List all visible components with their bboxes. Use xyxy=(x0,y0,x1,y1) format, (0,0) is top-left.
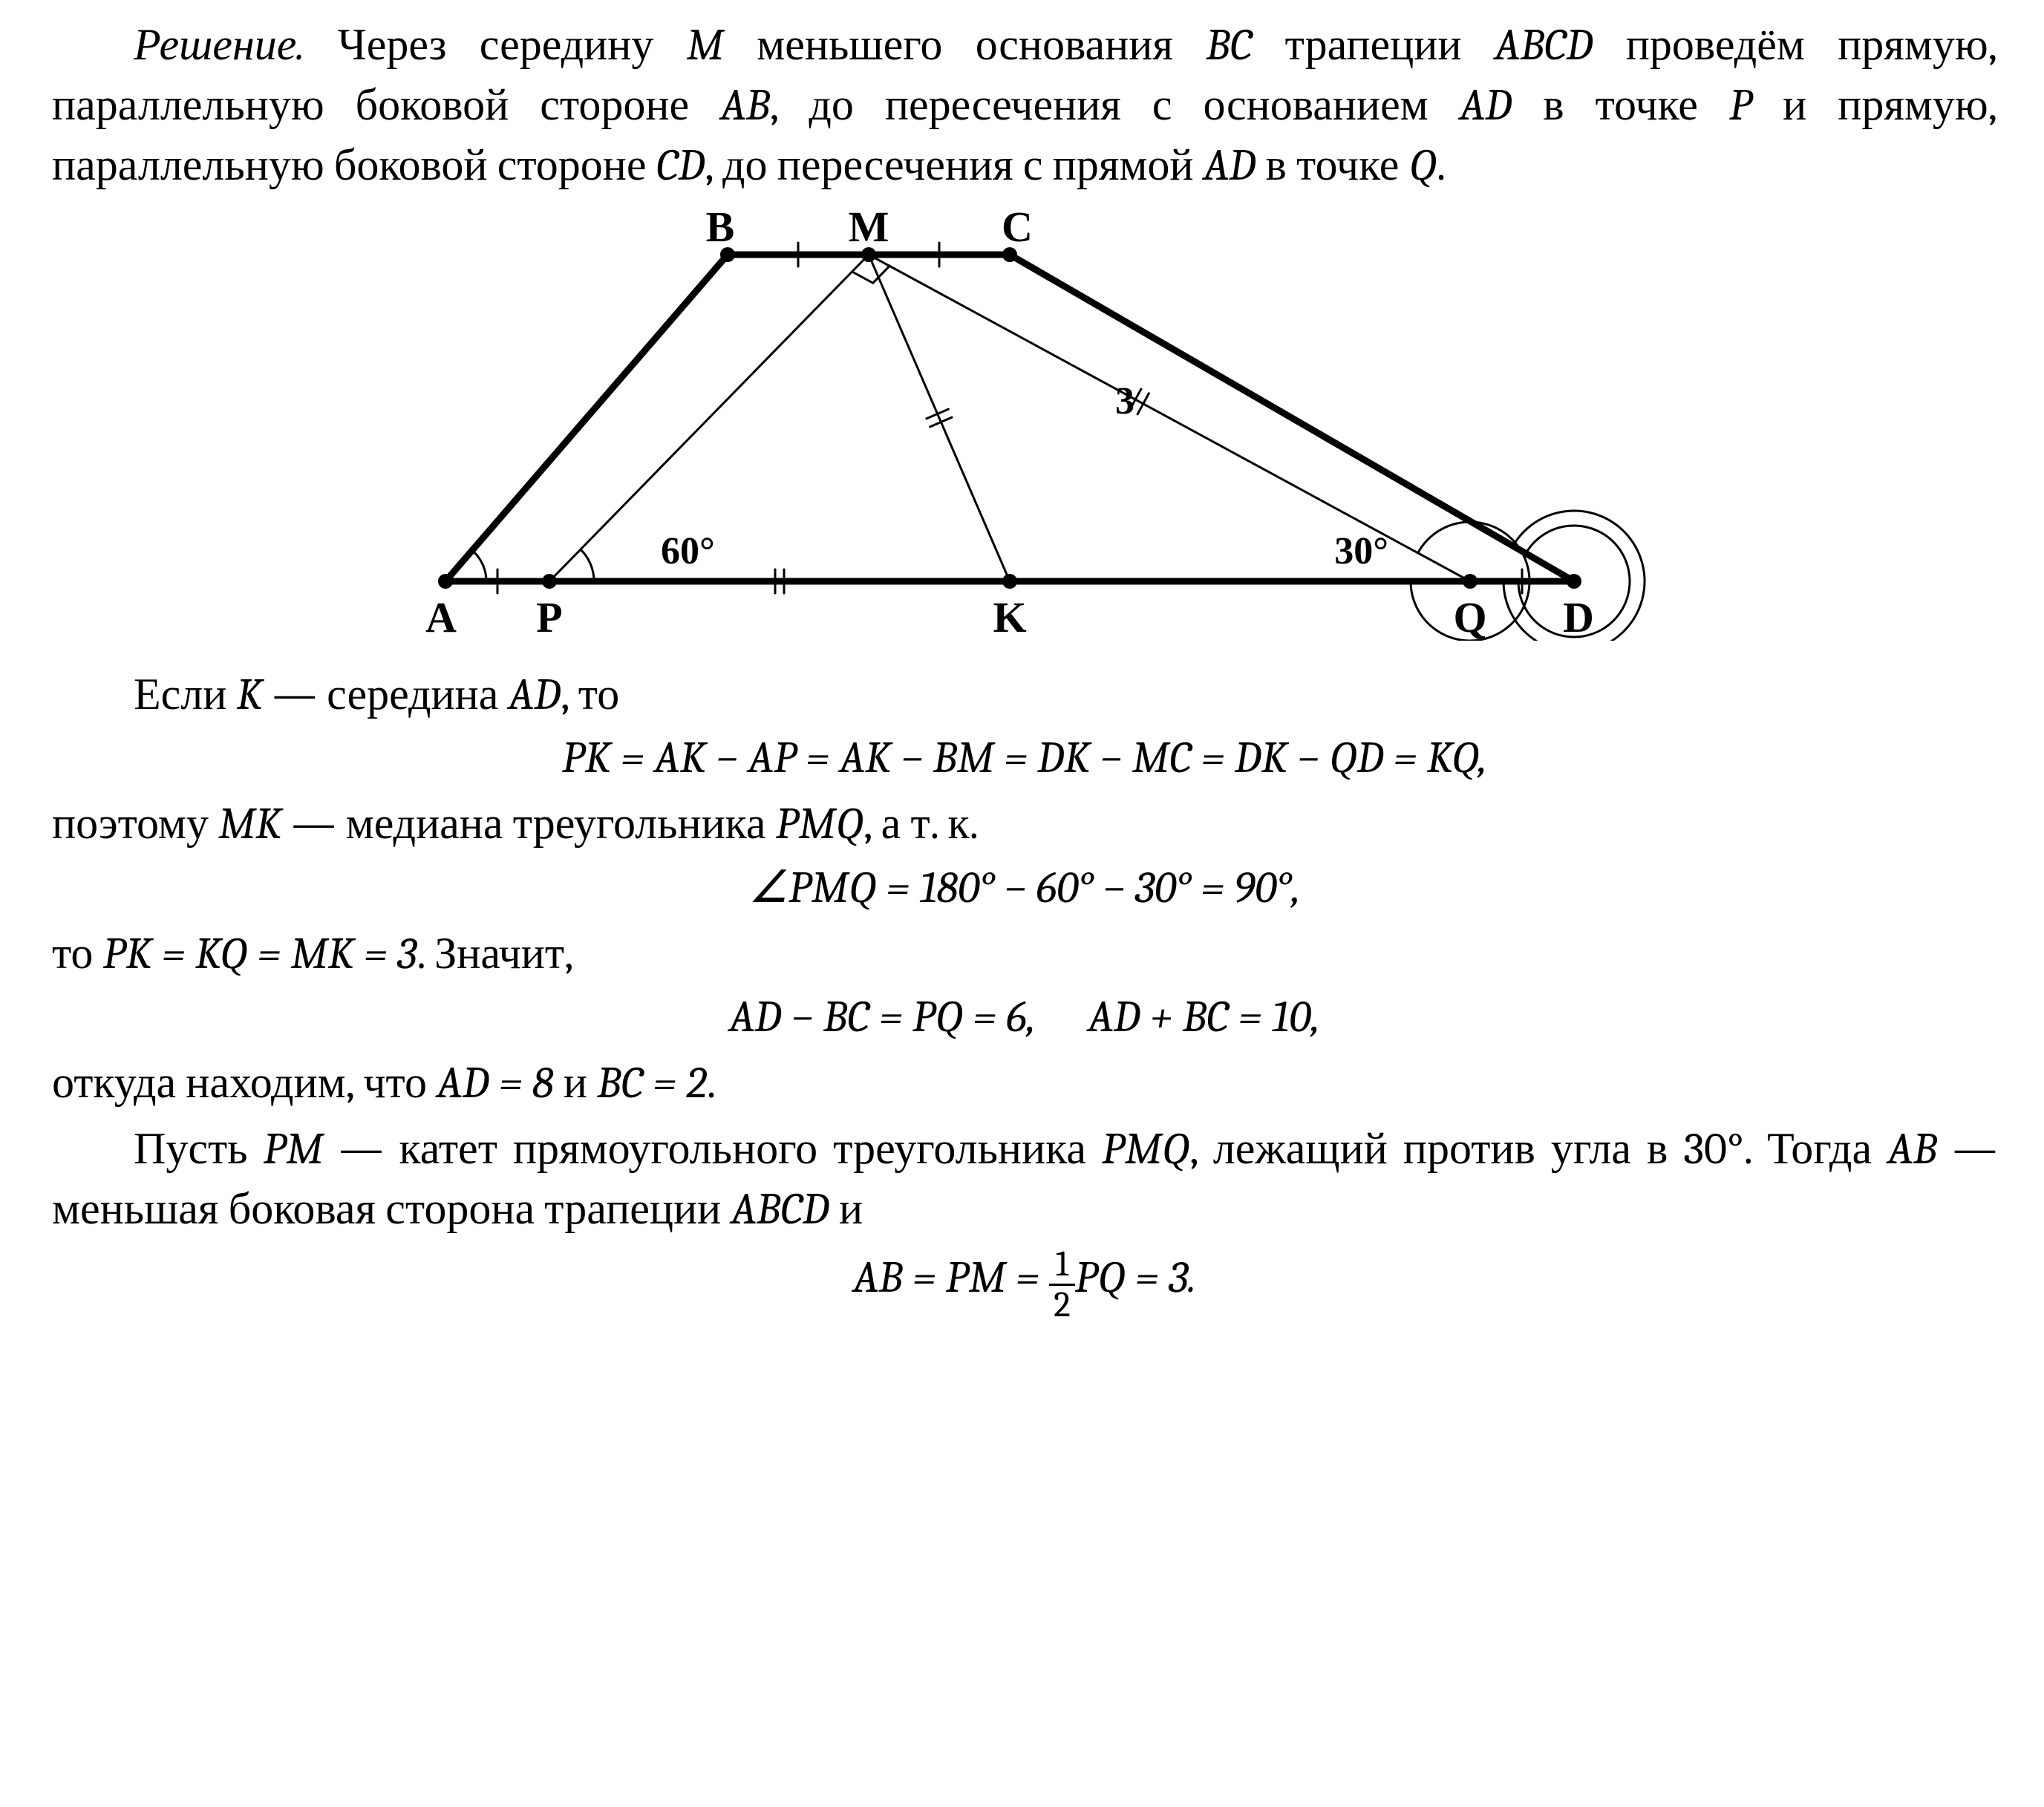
figure-trapezoid: B M C A P K Q D 60° 30° 3 xyxy=(52,210,1997,644)
eq-inline: BC = 2 xyxy=(597,1057,707,1108)
svg-text:P: P xyxy=(536,593,562,641)
trapezoid-diagram: B M C A P K Q D 60° 30° 3 xyxy=(356,210,1693,641)
sym-K: K xyxy=(237,669,263,720)
sym-M: M xyxy=(687,19,724,71)
svg-text:30°: 30° xyxy=(1334,530,1388,572)
t: — медиана треугольника xyxy=(281,798,775,849)
sym-Q: Q xyxy=(1409,140,1437,191)
sym-AD2: AD xyxy=(1204,140,1256,191)
fraction-half: 12 xyxy=(1049,1246,1075,1323)
sym-P: P xyxy=(1729,79,1751,131)
t: , то xyxy=(561,669,619,720)
t: , до пересечения с прямой xyxy=(705,140,1203,191)
t: . xyxy=(707,1057,716,1108)
eq: ∠PMQ = 180° − 60° − 30° = 90°, xyxy=(748,862,1300,913)
svg-text:C: C xyxy=(1002,210,1033,251)
t: , лежащий против угла в 30°. Тогда xyxy=(1189,1123,1887,1174)
sym-PM: PM xyxy=(264,1123,324,1174)
sym-PMQ: PMQ xyxy=(776,798,863,849)
t: — катет прямоугольного треугольника xyxy=(323,1123,1102,1174)
sym-BC: BC xyxy=(1206,19,1252,71)
svg-text:K: K xyxy=(993,593,1026,641)
sym-ABCD: ABCD xyxy=(731,1183,829,1235)
paragraph-1: Решение. Через середину M меньшего основ… xyxy=(52,15,1997,195)
sym-ABCD: ABCD xyxy=(1495,19,1593,71)
page-content: Решение. Через середину M меньшего основ… xyxy=(52,15,1997,1333)
eq-inline: AD = 8 xyxy=(437,1057,554,1108)
paragraph-5: откуда находим, что AD = 8 и BC = 2. xyxy=(52,1053,1997,1113)
eq-rhs: PQ = 3. xyxy=(1075,1252,1196,1303)
paragraph-6: Пусть PM — катет прямоугольного треуголь… xyxy=(52,1119,1997,1239)
svg-text:D: D xyxy=(1563,593,1594,641)
t: трапеции xyxy=(1252,19,1495,71)
eq-left: AD − BC = PQ = 6, xyxy=(729,991,1036,1042)
t: . xyxy=(1437,140,1446,191)
eq: PK = AK − AP = AK − BM = DK − MC = DK − … xyxy=(562,732,1487,783)
frac-den: 2 xyxy=(1049,1286,1075,1323)
paragraph-2: Если K — середина AD, то xyxy=(52,664,1997,725)
t: — середина xyxy=(263,669,509,720)
t: и xyxy=(554,1057,598,1108)
t: в точке xyxy=(1256,140,1408,191)
eq-inline: PK = KQ = MK = 3 xyxy=(103,928,417,979)
t: Если xyxy=(134,669,237,720)
t: Через середину xyxy=(304,19,686,71)
sym-AB: AB xyxy=(720,79,770,131)
paragraph-3: поэтому MK — медиана треугольника PMQ, а… xyxy=(52,794,1997,854)
sym-MK: MK xyxy=(218,798,281,849)
equation-angle-pmq: ∠PMQ = 180° − 60° − 30° = 90°, xyxy=(52,861,1997,913)
eq-right: AD + BC = 10, xyxy=(1088,991,1320,1042)
sym-PMQ: PMQ xyxy=(1102,1123,1189,1174)
svg-text:3: 3 xyxy=(1115,380,1134,422)
svg-text:A: A xyxy=(425,593,457,641)
sym-AD: AD xyxy=(1460,79,1512,131)
t: откуда находим, что xyxy=(52,1057,437,1108)
t: , а т. к. xyxy=(863,798,979,849)
eq-lhs: AB = PM = xyxy=(853,1252,1049,1303)
equation-pk-chain: PK = AK − AP = AK − BM = DK − MC = DK − … xyxy=(52,732,1997,783)
equation-ad-bc: AD − BC = PQ = 6, AD + BC = 10, xyxy=(52,991,1997,1042)
frac-num: 1 xyxy=(1049,1246,1075,1286)
paragraph-4: то PK = KQ = MK = 3. Значит, xyxy=(52,924,1997,984)
svg-text:Q: Q xyxy=(1453,593,1486,641)
t: . Значит, xyxy=(417,928,573,979)
t: в точке xyxy=(1512,79,1729,131)
t: Пусть xyxy=(134,1123,264,1174)
sym-AB: AB xyxy=(1887,1123,1937,1174)
t: то xyxy=(52,928,103,979)
sym-CD: CD xyxy=(656,140,705,191)
t: поэтому xyxy=(52,798,218,849)
sym-AD: AD xyxy=(509,669,561,720)
t: меньшего основания xyxy=(724,19,1206,71)
t: и xyxy=(829,1183,863,1235)
svg-text:B: B xyxy=(706,210,735,251)
svg-text:M: M xyxy=(849,210,889,251)
lead-word: Решение. xyxy=(134,19,304,71)
svg-text:60°: 60° xyxy=(661,530,715,572)
equation-ab-pm: AB = PM = 12PQ = 3. xyxy=(52,1246,1997,1323)
t: , до пересечения с основанием xyxy=(770,79,1460,131)
